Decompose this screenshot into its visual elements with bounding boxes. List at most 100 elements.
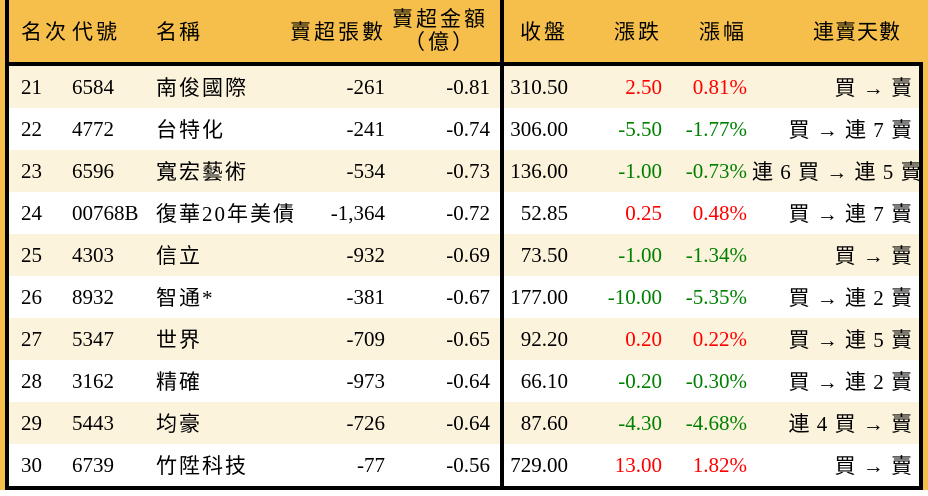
cell-change-pct: 0.48% <box>692 200 747 225</box>
cell-change: -1.00 <box>618 242 662 267</box>
cell-rank: 22 <box>21 116 42 141</box>
col-header-change: 漲跌 <box>614 20 662 44</box>
cell-stock-name: 南俊國際 <box>156 76 248 100</box>
cell-stock-name: 復華20年美債 <box>156 202 296 226</box>
table-row: 21 6584 南俊國際 -261 -0.81 310.50 2.50 0.81… <box>9 66 919 108</box>
cell-close-price: 306.00 <box>510 116 568 141</box>
cell-stock-code: 00768B <box>72 200 139 225</box>
col-header-sell-amount: 賣超金額 （億） <box>390 8 494 54</box>
column-divider <box>494 0 510 62</box>
col-header-name: 名稱 <box>156 20 202 44</box>
cell-change: -4.30 <box>618 410 662 435</box>
cell-rank: 26 <box>21 284 42 309</box>
cell-change-pct: -0.30% <box>685 368 747 393</box>
cell-streak: 買 → 賣 <box>834 244 913 268</box>
cell-change-pct: -0.73% <box>685 158 747 183</box>
table-row: 23 6596 寬宏藝術 -534 -0.73 136.00 -1.00 -0.… <box>9 150 922 192</box>
table-row: 25 4303 信立 -932 -0.69 73.50 -1.00 -1.34%… <box>9 234 919 276</box>
cell-sell-shares: -932 <box>346 242 386 267</box>
cell-streak: 買 → 賣 <box>834 76 913 100</box>
col-header-streak: 連賣天數 <box>813 20 901 44</box>
table-row: 27 5347 世界 -709 -0.65 92.20 0.20 0.22% 買… <box>9 318 919 360</box>
cell-sell-amount: -0.69 <box>446 242 490 267</box>
cell-close-price: 310.50 <box>510 74 568 99</box>
stock-sell-over-table: 名次 代號 名稱 賣超張數 賣超金額 （億） 收盤 漲跌 漲幅 連賣天數 21 … <box>5 0 923 490</box>
cell-change: -10.00 <box>607 284 662 309</box>
cell-sell-shares: -241 <box>346 116 386 141</box>
bottom-margin-strip <box>0 490 928 496</box>
column-divider <box>494 444 510 486</box>
cell-streak: 連 4 買 → 賣 <box>788 412 913 436</box>
cell-change: 0.20 <box>625 326 662 351</box>
col-header-sell-amount-line2: （億） <box>404 30 476 54</box>
cell-stock-code: 6596 <box>72 158 114 183</box>
cell-change-pct: -5.35% <box>685 284 747 309</box>
cell-stock-name: 寬宏藝術 <box>156 160 248 184</box>
cell-streak: 買 → 連 7 賣 <box>788 118 913 142</box>
cell-stock-code: 4772 <box>72 116 114 141</box>
cell-stock-code: 6739 <box>72 452 114 477</box>
cell-close-price: 177.00 <box>510 284 568 309</box>
cell-stock-name: 精確 <box>156 370 202 394</box>
col-header-sell-amount-line1: 賣超金額 <box>392 7 488 31</box>
cell-streak: 買 → 連 2 賣 <box>788 370 913 394</box>
column-divider <box>494 192 510 234</box>
cell-change: -0.20 <box>618 368 662 393</box>
cell-close-price: 92.20 <box>520 326 568 351</box>
table-row: 29 5443 均豪 -726 -0.64 87.60 -4.30 -4.68%… <box>9 402 919 444</box>
cell-close-price: 73.50 <box>520 242 568 267</box>
cell-change: 2.50 <box>625 74 662 99</box>
cell-change-pct: 0.81% <box>692 74 747 99</box>
column-divider <box>494 108 510 150</box>
cell-change-pct: 0.22% <box>692 326 747 351</box>
column-divider <box>494 276 510 318</box>
cell-rank: 23 <box>21 158 42 183</box>
column-divider <box>494 402 510 444</box>
table-row: 30 6739 竹陞科技 -77 -0.56 729.00 13.00 1.82… <box>9 444 919 486</box>
cell-stock-code: 6584 <box>72 74 114 99</box>
col-header-rank: 名次 <box>21 20 69 44</box>
column-divider <box>494 66 510 108</box>
cell-sell-amount: -0.81 <box>446 74 490 99</box>
cell-sell-shares: -973 <box>346 368 386 393</box>
cell-sell-shares: -534 <box>346 158 386 183</box>
column-divider <box>494 234 510 276</box>
cell-sell-amount: -0.64 <box>446 368 490 393</box>
cell-rank: 28 <box>21 368 42 393</box>
cell-streak: 買 → 連 2 賣 <box>788 286 913 310</box>
cell-change: -5.50 <box>618 116 662 141</box>
cell-sell-amount: -0.56 <box>446 452 490 477</box>
cell-change: 13.00 <box>614 452 662 477</box>
cell-close-price: 136.00 <box>510 158 568 183</box>
cell-rank: 30 <box>21 452 42 477</box>
cell-streak: 買 → 連 7 賣 <box>788 202 913 226</box>
cell-close-price: 729.00 <box>510 452 568 477</box>
cell-close-price: 87.60 <box>520 410 568 435</box>
header-divider-rule <box>9 62 923 66</box>
cell-sell-shares: -261 <box>346 74 386 99</box>
cell-sell-shares: -77 <box>357 452 385 477</box>
col-header-close: 收盤 <box>520 20 568 44</box>
col-header-sell-shares: 賣超張數 <box>290 20 386 44</box>
col-header-change-pct: 漲幅 <box>699 20 747 44</box>
col-header-code: 代號 <box>72 20 120 44</box>
table-row: 22 4772 台特化 -241 -0.74 306.00 -5.50 -1.7… <box>9 108 919 150</box>
cell-sell-amount: -0.65 <box>446 326 490 351</box>
cell-streak: 買 → 連 5 賣 <box>788 328 913 352</box>
cell-rank: 27 <box>21 326 42 351</box>
cell-change-pct: -4.68% <box>685 410 747 435</box>
cell-stock-code: 5347 <box>72 326 114 351</box>
table-row: 28 3162 精確 -973 -0.64 66.10 -0.20 -0.30%… <box>9 360 919 402</box>
cell-sell-amount: -0.72 <box>446 200 490 225</box>
cell-stock-name: 信立 <box>156 244 202 268</box>
cell-sell-amount: -0.64 <box>446 410 490 435</box>
cell-change: -1.00 <box>618 158 662 183</box>
table-row: 24 00768B 復華20年美債 -1,364 -0.72 52.85 0.2… <box>9 192 919 234</box>
cell-stock-name: 智通* <box>156 286 215 310</box>
cell-change: 0.25 <box>625 200 662 225</box>
cell-streak: 買 → 賣 <box>834 454 913 478</box>
cell-sell-shares: -1,364 <box>330 200 385 225</box>
cell-close-price: 52.85 <box>520 200 568 225</box>
cell-sell-amount: -0.74 <box>446 116 490 141</box>
table-body: 21 6584 南俊國際 -261 -0.81 310.50 2.50 0.81… <box>9 66 923 486</box>
